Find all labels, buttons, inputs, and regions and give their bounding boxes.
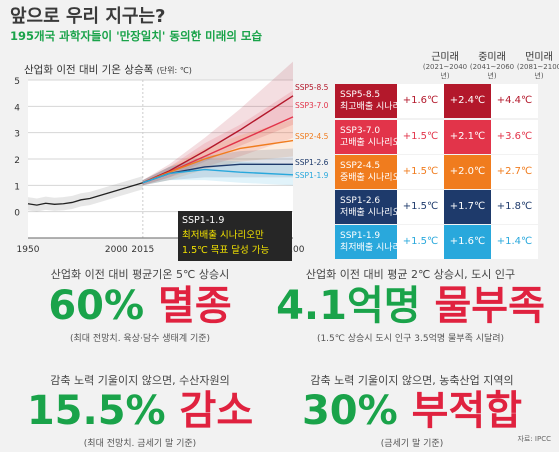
stat-word: 멸종 [158, 283, 232, 329]
chart-title-text: 산업화 이전 대비 기온 상승폭 [24, 64, 154, 76]
stat-value: 60% 멸종 [20, 286, 260, 326]
scenario-value-mid: +1.6℃ [444, 225, 491, 259]
scenario-value-near: +1.5℃ [397, 155, 444, 189]
y-tick-label: 0 [14, 209, 20, 219]
uncertainty-band [142, 119, 293, 186]
scenario-code: SSP3-7.0 [340, 126, 381, 136]
series-line [142, 139, 294, 184]
scenario-row: SSP5-8.5 최고배출 시나리오 +1.6℃ +2.4℃ +4.4℃ [335, 84, 558, 118]
y-tick-label: 5 [14, 77, 20, 87]
stat-extinction: 산업화 이전 대비 평균기온 5℃ 상승시 60% 멸종 (최대 전망치. 육상… [20, 266, 260, 344]
scenario-value-mid: +2.0℃ [444, 155, 491, 189]
historical-band [28, 176, 143, 212]
column-head-near: 근미래 (2021~2040년) [420, 48, 470, 81]
scenario-value-near: +1.5℃ [397, 225, 444, 259]
scenario-value-far: +2.7℃ [491, 155, 538, 189]
stat-heading: 감축 노력 기울이지 않으면, 농축산업 지역의 [310, 374, 514, 387]
stat-heading: 감축 노력 기울이지 않으면, 수산자원의 [50, 374, 230, 387]
y-tick-label: 2 [14, 156, 20, 166]
series-label: SSP3-7.0 [295, 101, 329, 110]
scenario-row: SSP1-1.9 최저배출 시나리오 +1.5℃ +1.6℃ +1.4℃ [335, 225, 558, 259]
annotation-line-1: SSP1-1.9 [182, 215, 225, 226]
stat-word: 부적합 [411, 388, 523, 434]
annotation-line-2: 최저배출 시나리오만 [182, 230, 264, 241]
scenario-row: SSP1-2.6 저배출 시나리오 +1.5℃ +1.7℃ +1.8℃ [335, 190, 558, 224]
page-subtitle: 195개국 과학자들이 '만장일치' 동의한 미래의 모습 [10, 29, 263, 43]
scenario-row: SSP3-7.0 고배출 시나리오 +1.5℃ +2.1℃ +3.6℃ [335, 120, 558, 154]
historical-line [27, 182, 144, 206]
series-line [142, 168, 294, 184]
scenario-code: SSP1-2.6 [340, 196, 381, 206]
chart-annotation: SSP1-1.9 최저배출 시나리오만 1.5℃ 목표 달성 가능 [178, 211, 292, 261]
series-label: SSP2-4.5 [295, 132, 329, 141]
stat-footnote: (1.5℃ 상승시 도시 인구 3.5억명 물부족 시달려) [316, 334, 505, 344]
y-tick-label: 4 [14, 103, 20, 113]
stat-number: 30% [301, 388, 398, 434]
stat-fisheries: 감축 노력 기울이지 않으면, 수산자원의 15.5% 감소 (최대 전망치. … [10, 372, 270, 449]
stat-footnote: (최대 전망치. 금세기 말 기준) [83, 439, 197, 449]
column-name-mid: 중미래 [478, 52, 506, 63]
scenario-value-far: +4.4℃ [491, 84, 538, 118]
stat-value: 4.1억명 물부족 [268, 286, 553, 326]
stat-word: 물부족 [434, 283, 545, 329]
stat-value: 30% 부적합 [278, 391, 546, 431]
source-credit: 자료: IPCC [517, 435, 551, 443]
stat-number: 60% [48, 283, 145, 329]
page-title: 앞으로 우리 지구는? [10, 6, 166, 27]
stat-heading: 산업화 이전 대비 평균 2℃ 상승시, 도시 인구 [305, 268, 516, 281]
chart-unit: (단위: ℃) [156, 66, 192, 75]
stat-number: 4.1억명 [276, 283, 421, 329]
scenario-desc: 중배출 시나리오 [340, 173, 401, 183]
scenario-value-mid: +2.4℃ [444, 84, 491, 118]
scenario-value-mid: +2.1℃ [444, 120, 491, 154]
stat-water-shortage: 산업화 이전 대비 평균 2℃ 상승시, 도시 인구 4.1억명 물부족 (1.… [268, 266, 553, 344]
x-tick-label: 2000 [105, 245, 128, 255]
uncertainty-band [142, 90, 293, 186]
x-tick-label: 1950 [17, 245, 40, 255]
scenario-desc: 최고배출 시나리오 [340, 102, 410, 112]
stat-word: 감소 [179, 388, 254, 434]
series-label: SSP1-1.9 [295, 171, 329, 180]
x-tick-label: 2015 [131, 245, 154, 255]
uncertainty-band [142, 61, 293, 186]
stat-value: 15.5% 감소 [10, 391, 270, 431]
series-line [142, 95, 294, 184]
uncertainty-band [142, 159, 293, 186]
scenario-value-far: +1.4℃ [491, 225, 538, 259]
column-range-far: (2081~2100년) [516, 63, 559, 80]
series-label: SSP1-2.6 [295, 158, 329, 167]
column-range-near: (2021~2040년) [422, 63, 468, 80]
scenario-value-far: +3.6℃ [491, 120, 538, 154]
scenario-value-far: +1.8℃ [491, 190, 538, 224]
column-name-far: 먼미래 [525, 52, 553, 63]
uncertainty-band [142, 148, 293, 186]
stat-footnote: (최대 전망치. 육상·담수 생태계 기준) [69, 334, 211, 344]
stat-footnote: (금세기 말 기준) [380, 439, 444, 449]
scenario-code: SSP1-1.9 [340, 231, 381, 241]
annotation-line-3: 1.5℃ 목표 달성 가능 [182, 245, 270, 256]
scenario-value-near: +1.5℃ [397, 190, 444, 224]
stat-heading: 산업화 이전 대비 평균기온 5℃ 상승시 [50, 268, 230, 281]
scenario-row: SSP2-4.5 중배출 시나리오 +1.5℃ +2.0℃ +2.7℃ [335, 155, 558, 189]
chart-title: 산업화 이전 대비 기온 상승폭 (단위: ℃) [24, 62, 192, 77]
column-range-mid: (2041~2060년) [469, 63, 515, 80]
scenario-desc: 고배출 시나리오 [340, 138, 401, 148]
stat-agriculture: 감축 노력 기울이지 않으면, 농축산업 지역의 30% 부적합 (금세기 말 … [278, 372, 546, 449]
scenario-code: SSP2-4.5 [340, 161, 381, 171]
y-tick-label: 3 [14, 130, 20, 140]
column-name-near: 근미래 [431, 52, 459, 63]
scenario-value-near: +1.5℃ [397, 120, 444, 154]
scenario-value-mid: +1.7℃ [444, 190, 491, 224]
stat-number: 15.5% [26, 388, 166, 434]
column-head-mid: 중미래 (2041~2060년) [467, 48, 517, 81]
column-head-far: 먼미래 (2081~2100년) [514, 48, 559, 81]
scenario-desc: 저배출 시나리오 [340, 208, 401, 218]
scenario-desc: 최저배출 시나리오 [340, 243, 410, 253]
y-tick-label: 1 [14, 182, 20, 192]
scenario-value-near: +1.6℃ [397, 84, 444, 118]
x-tick-label: 2100 [282, 245, 305, 255]
series-label: SSP5-8.5 [295, 83, 329, 92]
scenario-code: SSP5-8.5 [340, 90, 381, 100]
